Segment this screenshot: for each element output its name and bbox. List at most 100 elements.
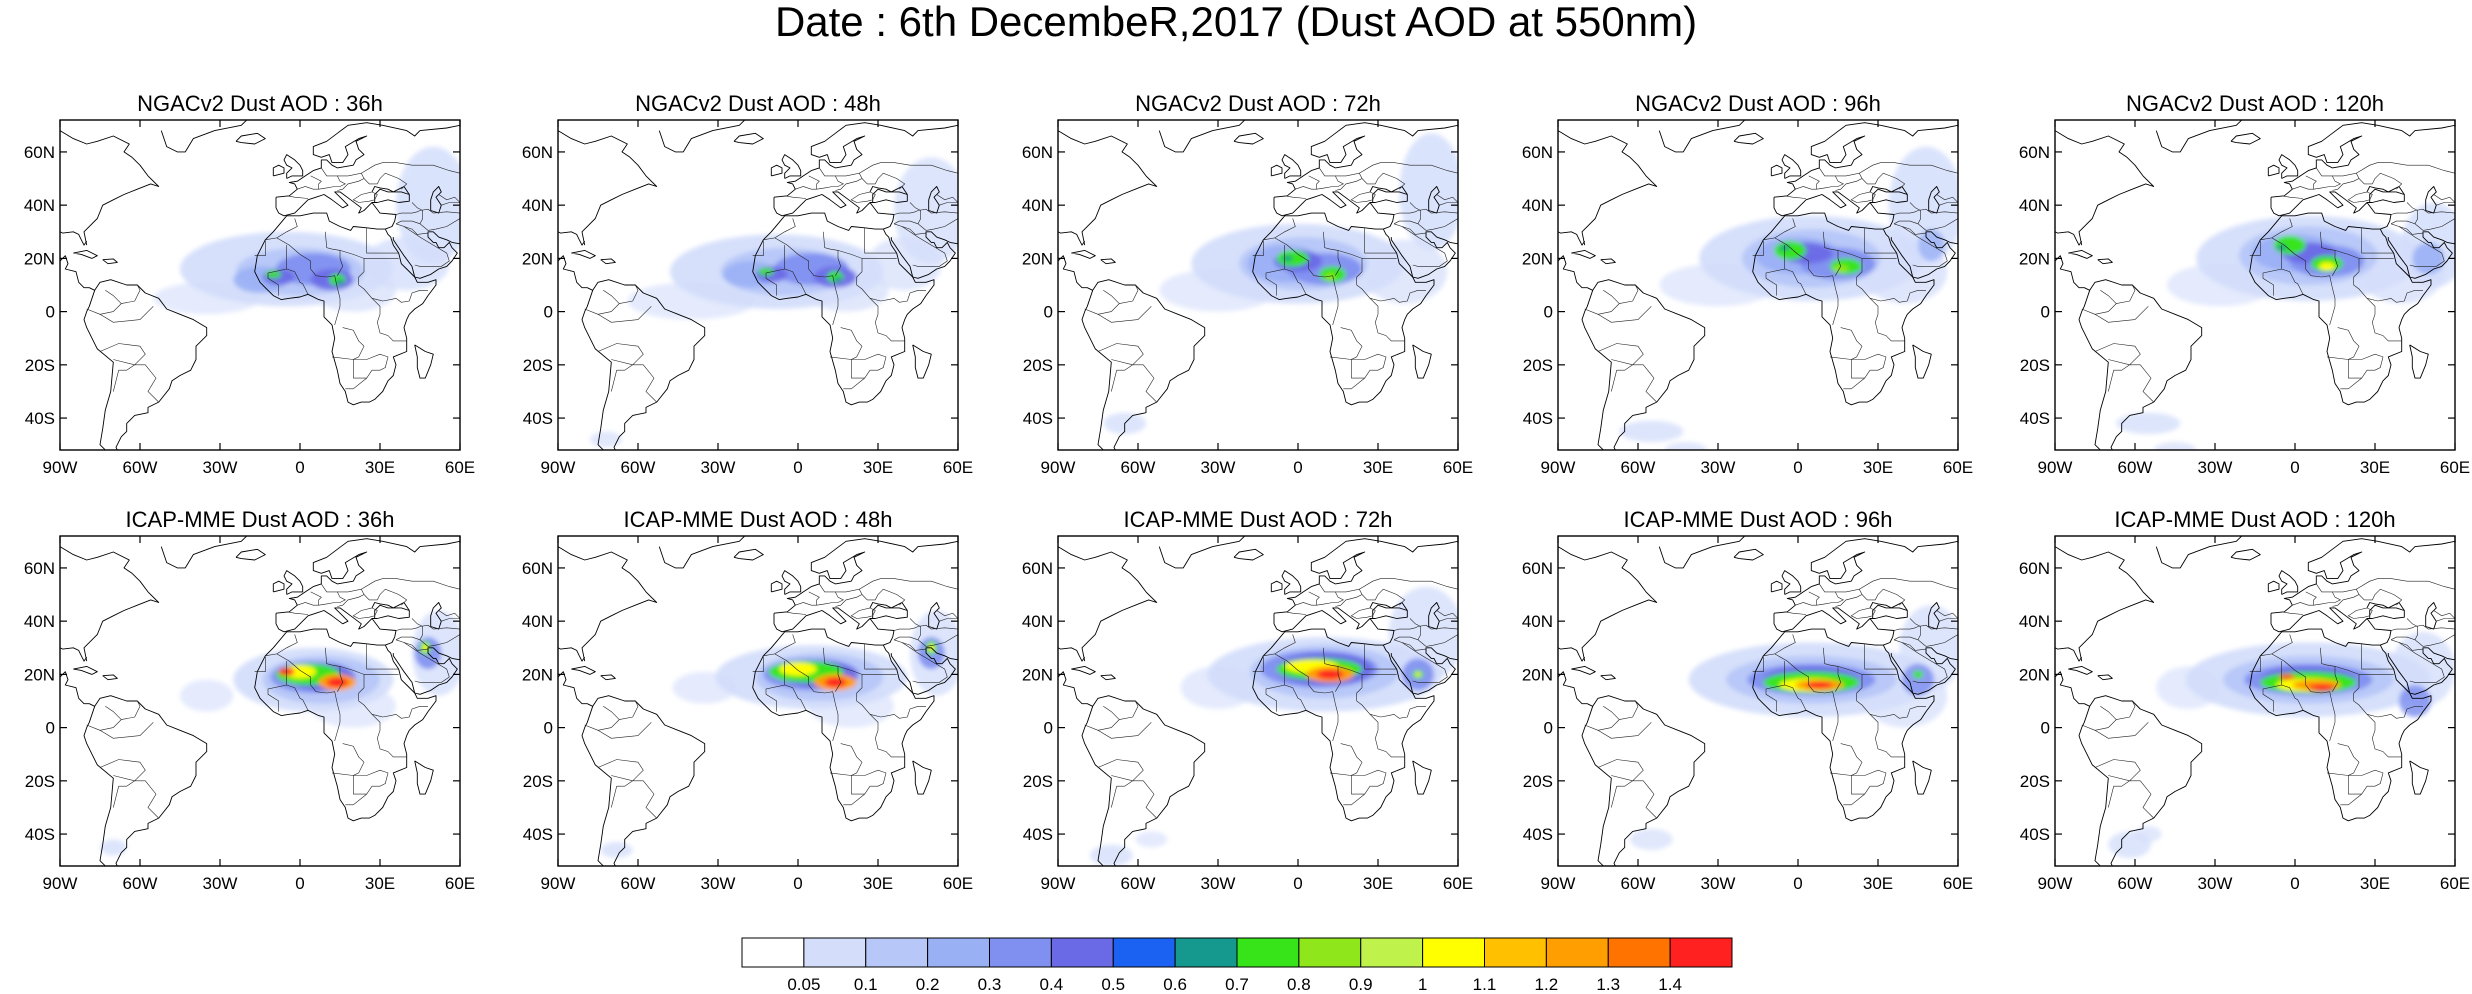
lon-tick-label: 90W <box>43 874 78 893</box>
country-border <box>395 636 429 647</box>
country-border <box>1119 284 1139 304</box>
country-border <box>1335 172 1363 191</box>
country-border <box>427 218 460 231</box>
country-border <box>2422 218 2455 231</box>
dust-aod-map: 90W 60W 30W 0 30E 60E 60N 40N 20N 0 20S 40S <box>2019 535 2470 893</box>
coastline <box>1252 618 1435 822</box>
country-border <box>427 634 460 647</box>
lon-tick-label: 60E <box>1443 874 1473 893</box>
country-border <box>286 611 309 615</box>
lat-tick-label: 60N <box>24 143 55 162</box>
country-border <box>1284 268 1307 295</box>
map-panel: ICAP-MME Dust AOD : 120h 90W 60W 30W 0 30E 60E… <box>2019 508 2470 894</box>
dust-contour <box>627 282 756 320</box>
map-content <box>2055 120 2455 450</box>
lon-tick-label: 60W <box>123 458 158 477</box>
country-border <box>2390 636 2424 647</box>
country-border <box>1774 237 1839 325</box>
lon-tick-label: 60W <box>621 458 656 477</box>
coastline <box>1928 602 1940 630</box>
country-border <box>1611 775 1657 819</box>
coastline <box>1571 249 1596 259</box>
dust-field <box>1090 586 1458 866</box>
coastline <box>1081 279 1206 450</box>
country-border <box>893 624 958 631</box>
dust-contour <box>1090 844 1133 866</box>
coastline <box>60 130 160 246</box>
country-border <box>99 343 146 366</box>
coastline <box>275 538 460 614</box>
coastline <box>371 602 410 611</box>
country-border <box>1816 583 1844 606</box>
country-border <box>2356 578 2455 590</box>
coastline <box>733 132 764 145</box>
dust-contour <box>1912 670 1924 679</box>
coastline <box>1658 536 1746 569</box>
country-border <box>1893 220 1927 231</box>
country-border <box>286 268 309 295</box>
country-border <box>1316 167 1344 190</box>
country-border <box>1274 653 1339 741</box>
country-border <box>1350 607 1376 619</box>
country-border <box>366 643 399 670</box>
map-content <box>558 120 958 450</box>
dust-contour <box>590 431 622 448</box>
coastline <box>773 122 958 198</box>
dust-contour <box>153 282 260 315</box>
dust-aod-map: 90W 60W 30W 0 30E 60E 60N 40N 20N 0 20S 40S <box>24 119 475 477</box>
country-border <box>113 364 135 392</box>
dust-field <box>2116 202 2455 450</box>
country-border <box>1597 343 1644 366</box>
country-border <box>1393 636 1427 647</box>
coastline <box>1281 570 1302 595</box>
country-border <box>1909 202 1921 224</box>
lat-tick-label: 40S <box>1523 409 1553 428</box>
coastline <box>1869 602 1908 611</box>
lat-tick-label: 40N <box>522 612 553 631</box>
country-border <box>2281 195 2304 199</box>
coastline <box>1270 580 1283 593</box>
lon-tick-label: 30W <box>701 874 736 893</box>
country-border <box>2398 226 2445 267</box>
lat-tick-label: 60N <box>2019 559 2050 578</box>
coastline <box>1390 647 1458 695</box>
lat-tick-label: 40N <box>522 196 553 215</box>
country-border <box>363 172 408 190</box>
country-border <box>909 202 921 224</box>
lon-tick-label: 30E <box>1363 458 1393 477</box>
coastline <box>2230 548 2261 561</box>
lat-tick-label: 20N <box>1022 665 1053 684</box>
coastline <box>1600 258 1616 265</box>
coastline <box>2425 602 2437 630</box>
country-border <box>1893 639 1927 651</box>
country-border <box>1369 714 1405 758</box>
country-border <box>1425 634 1458 647</box>
lon-tick-label: 60W <box>2118 874 2153 893</box>
dust-aod-map: 90W 60W 30W 0 30E 60E 60N 40N 20N 0 20S 40S <box>1522 535 1973 893</box>
country-border <box>1611 359 1657 403</box>
coastline <box>2270 538 2455 614</box>
country-border <box>1765 661 1785 712</box>
coastline <box>1773 122 1958 198</box>
map-frame <box>557 535 959 867</box>
country-border <box>837 250 926 303</box>
panel-title: NGACv2 Dust AOD : 36h <box>137 91 383 116</box>
coastline <box>1058 546 1158 662</box>
coastline <box>2366 602 2405 611</box>
lon-tick-label: 30W <box>2198 458 2233 477</box>
lon-tick-label: 60E <box>2440 458 2470 477</box>
country-border <box>2337 327 2360 379</box>
coastline <box>1281 154 1302 179</box>
map-panel: ICAP-MME Dust AOD : 36h 90W 60W 30W 0 30E 60E 6… <box>24 508 475 894</box>
coastline <box>1752 202 1935 406</box>
country-border <box>113 775 159 819</box>
coastline <box>1558 231 1586 246</box>
lon-tick-label: 0 <box>2290 458 2299 477</box>
dust-field <box>600 610 958 859</box>
country-border <box>2358 172 2403 190</box>
coastline <box>1428 602 1440 630</box>
country-border <box>1597 759 1644 782</box>
country-border <box>2271 237 2336 325</box>
lon-tick-label: 90W <box>2038 874 2073 893</box>
